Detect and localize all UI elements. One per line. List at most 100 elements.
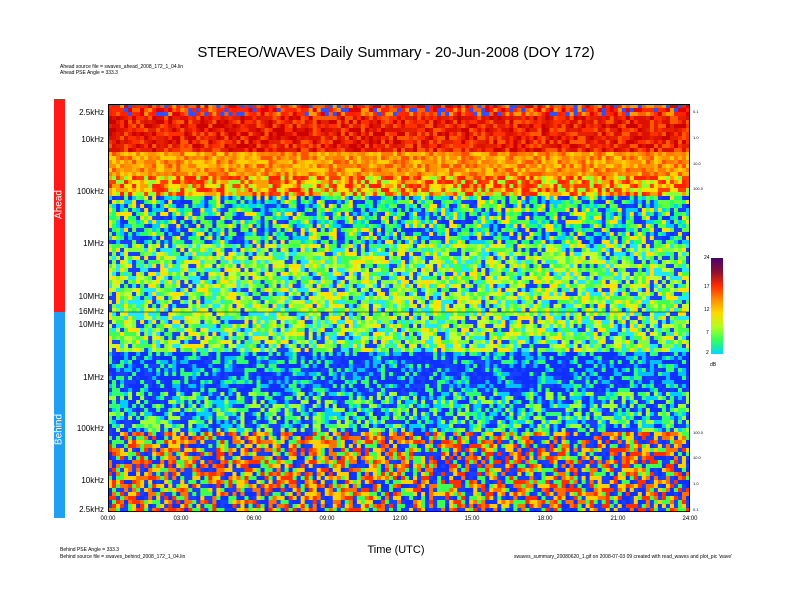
spectrogram-cell-band-4 bbox=[196, 196, 201, 201]
spectrogram-cell-band-2 bbox=[485, 164, 490, 169]
spectrogram-cell-band-1 bbox=[156, 120, 161, 125]
spectrogram-cell-band-0 bbox=[340, 108, 346, 113]
spectrogram-cell-band-1 bbox=[485, 116, 490, 121]
spectrogram-cell-band-4 bbox=[284, 200, 290, 205]
spectrogram-cell-band-0 bbox=[673, 112, 679, 117]
spectrogram-cell-band-2 bbox=[160, 160, 165, 165]
spectrogram-cell-band-3 bbox=[573, 188, 579, 193]
spectrogram-cell-band-3 bbox=[589, 184, 595, 189]
spectrogram-cell-band-1 bbox=[172, 128, 177, 133]
spectrogram-cell-band-2 bbox=[589, 152, 595, 157]
spectrogram-cell-band-4 bbox=[557, 220, 563, 225]
spectrogram-cell-band-1 bbox=[324, 136, 330, 141]
spectrogram-cell-band-4 bbox=[493, 232, 498, 237]
spectrogram-cell-band-4 bbox=[256, 220, 262, 225]
spectrogram-cell-band-2 bbox=[681, 164, 687, 169]
spectrogram-cell-band-3 bbox=[228, 192, 234, 197]
spectrogram-cell-band-1 bbox=[577, 120, 583, 125]
spectrogram-cell-band-4 bbox=[208, 220, 213, 225]
spectrogram-cell-band-4 bbox=[108, 212, 113, 217]
spectrogram-cell-band-4 bbox=[392, 228, 398, 233]
spectrogram-cell-band-2 bbox=[649, 156, 655, 161]
spectrogram-cell-band-1 bbox=[609, 116, 615, 121]
spectrogram-cell-band-1 bbox=[661, 144, 667, 149]
spectrogram-cell-band-3 bbox=[521, 192, 527, 197]
spectrogram-cell-band-4 bbox=[597, 224, 603, 229]
spectrogram-cell-band-2 bbox=[557, 172, 563, 177]
spectrogram-cell-band-4 bbox=[168, 204, 173, 209]
spectrogram-cell-band-4 bbox=[429, 228, 434, 233]
spectrogram-cell-band-2 bbox=[489, 172, 494, 177]
spectrogram-cell-band-1 bbox=[144, 120, 149, 125]
spectrogram-cell-band-4 bbox=[276, 232, 282, 237]
spectrogram-cell-band-0 bbox=[300, 104, 306, 109]
spectrogram-cell-band-2 bbox=[685, 152, 690, 157]
spectrogram-cell-band-0 bbox=[633, 112, 639, 117]
spectrogram-cell-band-2 bbox=[112, 168, 117, 173]
spectrogram-cell-band-3 bbox=[637, 176, 643, 181]
spectrogram-cell-band-2 bbox=[409, 160, 414, 165]
spectrogram-cell-band-1 bbox=[244, 140, 250, 145]
spectrogram-cell-band-1 bbox=[597, 120, 603, 125]
spectrogram-cell-band-4 bbox=[457, 204, 462, 209]
spectrogram-cell-band-2 bbox=[577, 156, 583, 161]
spectrogram-cell-band-0 bbox=[308, 112, 314, 117]
spectrogram-cell-band-0 bbox=[537, 108, 543, 113]
spectrogram-cell-band-4 bbox=[372, 220, 378, 225]
spectrogram-cell-band-2 bbox=[236, 156, 242, 161]
spectrogram-cell-band-2 bbox=[633, 164, 639, 169]
spectrogram-cell-band-1 bbox=[380, 132, 386, 137]
spectrogram-cell-band-1 bbox=[180, 120, 185, 125]
spectrogram-cell-band-4 bbox=[489, 228, 494, 233]
spectrogram-cell-band-1 bbox=[653, 148, 659, 153]
spectrogram-cell-band-2 bbox=[176, 156, 181, 161]
spectrogram-cell-band-0 bbox=[509, 108, 514, 113]
spectrogram-cell-band-0 bbox=[368, 112, 374, 117]
spectrogram-cell-band-1 bbox=[473, 144, 478, 149]
spectrogram-cell-band-1 bbox=[336, 124, 342, 129]
spectrogram-cell-band-4 bbox=[192, 228, 197, 233]
spectrogram-cell-band-3 bbox=[677, 176, 683, 181]
spectrogram-cell-band-2 bbox=[264, 164, 270, 169]
spectrogram-cell-band-1 bbox=[244, 124, 250, 129]
spectrogram-cell-band-1 bbox=[192, 140, 197, 145]
spectrogram-cell-band-1 bbox=[180, 136, 185, 141]
spectrogram-cell-band-3 bbox=[597, 192, 603, 197]
spectrogram-cell-band-1 bbox=[264, 132, 270, 137]
spectrogram-cell-band-4 bbox=[613, 212, 619, 217]
spectrogram-cell-band-2 bbox=[156, 168, 161, 173]
spectrogram-cell-band-3 bbox=[509, 180, 514, 185]
spectrogram-cell-band-0 bbox=[264, 108, 270, 113]
spectrogram-cell-band-3 bbox=[641, 176, 647, 181]
spectrogram-cell-band-0 bbox=[284, 104, 290, 109]
spectrogram-cell-band-3 bbox=[405, 188, 410, 193]
spectrogram-cell-band-4 bbox=[441, 236, 446, 241]
spectrogram-cell-band-4 bbox=[645, 232, 651, 237]
spectrogram-cell-band-2 bbox=[497, 160, 502, 165]
spectrogram-cell-band-4 bbox=[449, 232, 454, 237]
spectrogram-cell-band-0 bbox=[164, 108, 169, 113]
spectrogram-cell-band-4 bbox=[485, 236, 490, 241]
spectrogram-cell-band-2 bbox=[665, 168, 671, 173]
spectrogram-cell-band-2 bbox=[296, 168, 302, 173]
spectrogram-cell-band-1 bbox=[669, 128, 675, 133]
spectrogram-cell-band-3 bbox=[300, 192, 306, 197]
spectrogram-cell-band-1 bbox=[208, 136, 213, 141]
spectrogram-cell-band-4 bbox=[461, 228, 466, 233]
spectrogram-cell-band-2 bbox=[581, 152, 587, 157]
spectrogram-cell-band-3 bbox=[525, 176, 531, 181]
spectrogram-cell-band-1 bbox=[124, 148, 129, 153]
spectrogram-cell-band-1 bbox=[260, 120, 266, 125]
spectrogram-cell-band-2 bbox=[160, 172, 165, 177]
spectrogram-cell-band-1 bbox=[509, 116, 514, 121]
spectrogram-cell-band-3 bbox=[392, 180, 398, 185]
spectrogram-cell-band-3 bbox=[320, 184, 326, 189]
spectrogram-cell-band-1 bbox=[669, 132, 675, 137]
spectrogram-cell-band-1 bbox=[264, 124, 270, 129]
spectrogram-cell-band-4 bbox=[561, 216, 567, 221]
spectrogram-cell-band-4 bbox=[120, 200, 125, 205]
spectrogram-cell-band-0 bbox=[244, 104, 250, 109]
spectrogram-cell-band-3 bbox=[320, 176, 326, 181]
spectrogram-cell-band-4 bbox=[328, 224, 334, 229]
spectrogram-cell-band-0 bbox=[380, 112, 386, 117]
